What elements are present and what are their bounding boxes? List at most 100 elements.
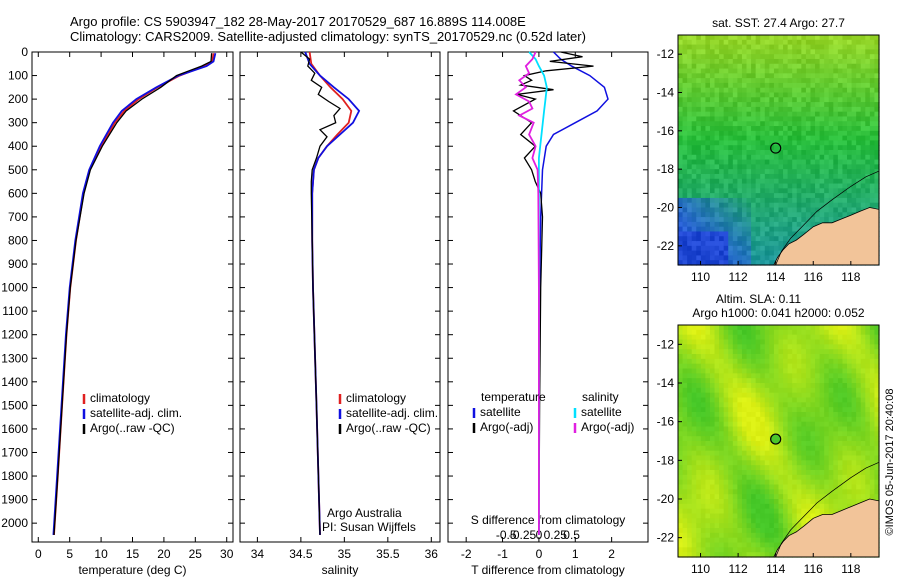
sst-cell: [705, 164, 711, 170]
sla-cell: [783, 460, 789, 466]
sst-cell: [714, 49, 720, 55]
sla-cell: [678, 445, 684, 452]
sst-cell: [847, 111, 853, 118]
sst-cell: [700, 188, 707, 194]
sst-cell: [737, 255, 743, 261]
sst-cell: [746, 49, 752, 55]
sst-cell: [696, 126, 702, 132]
sst-cell: [783, 135, 789, 142]
sla-cell: [723, 499, 729, 505]
sst-cell: [714, 250, 720, 257]
sst-cell: [778, 111, 784, 118]
sla-cell: [732, 470, 738, 476]
sst-cell: [847, 140, 853, 146]
sla-cell: [874, 465, 880, 471]
sst-cell: [714, 102, 720, 108]
x-tick-label: 35: [338, 547, 352, 561]
sst-cell: [746, 130, 752, 137]
sst-cell: [700, 245, 707, 252]
sst-cell: [682, 193, 688, 199]
sst-cell: [714, 44, 720, 50]
sla-cell: [828, 329, 834, 336]
sla-cell: [760, 460, 766, 466]
sst-cell: [787, 193, 793, 199]
sst-cell: [805, 68, 812, 74]
sla-cell: [815, 416, 821, 423]
sst-cell: [842, 207, 848, 213]
sst-cell: [723, 154, 729, 161]
sst-cell: [778, 207, 784, 213]
sla-cell: [709, 363, 716, 370]
sla-cell: [847, 470, 853, 476]
sst-cell: [769, 126, 775, 132]
sla-cell: [865, 436, 871, 442]
sst-cell: [842, 212, 848, 218]
sla-cell: [842, 484, 848, 490]
sla-cell: [792, 334, 798, 341]
sla-cell: [869, 455, 876, 461]
sst-cell: [851, 106, 857, 113]
sla-cell: [746, 542, 752, 548]
sla-cell: [751, 387, 757, 394]
sla-cell: [796, 479, 802, 486]
sla-cell: [773, 339, 780, 345]
sst-cell: [815, 212, 821, 218]
sst-cell: [746, 241, 752, 247]
sla-cell: [714, 484, 720, 490]
sst-cell: [760, 130, 766, 137]
sla-cell: [678, 460, 684, 466]
sla-cell: [709, 465, 716, 471]
sla-cell: [805, 470, 812, 476]
sst-cell: [678, 58, 684, 65]
sst-cell: [760, 35, 766, 41]
sla-cell: [760, 431, 766, 437]
sst-cell: [815, 188, 821, 194]
sla-cell: [737, 465, 743, 471]
sla-cell: [705, 383, 711, 389]
sla-cell: [737, 421, 743, 428]
sst-cell: [810, 78, 816, 84]
sla-cell: [682, 387, 688, 394]
sla-cell: [705, 397, 711, 403]
sla-cell: [709, 383, 716, 389]
sla-cell: [860, 397, 866, 403]
sla-cell: [787, 387, 793, 394]
sla-cell: [746, 416, 752, 423]
sst-cell: [696, 87, 702, 94]
sst-cell: [865, 111, 871, 118]
sst-cell: [819, 169, 825, 175]
sst-cell: [737, 226, 743, 233]
sst-cell: [764, 87, 770, 94]
sla-cell: [824, 499, 830, 505]
sst-cell: [714, 226, 720, 233]
sla-cell: [787, 363, 793, 370]
sla-cell: [787, 416, 793, 423]
sla-cell: [696, 455, 702, 461]
sst-cell: [764, 164, 770, 170]
sst-cell: [728, 221, 734, 228]
sla-cell: [792, 421, 798, 428]
sst-cell: [746, 44, 752, 50]
s-tick-label: 0.5: [563, 528, 580, 542]
sst-cell: [751, 130, 757, 137]
sla-cell: [709, 537, 716, 544]
sst-cell: [874, 102, 880, 108]
sst-cell: [714, 255, 720, 261]
sla-cell: [856, 363, 862, 370]
sst-cell: [773, 44, 780, 50]
sla-cell: [764, 378, 770, 384]
sla-y-tick-label: -12: [657, 337, 675, 351]
sst-cell: [856, 92, 862, 98]
sst-cell: [719, 197, 725, 204]
sst-cell: [796, 87, 802, 94]
sla-cell: [705, 363, 711, 370]
sst-cell: [741, 106, 748, 113]
sla-cell: [751, 450, 757, 457]
sst-cell: [691, 111, 697, 118]
sst-cell: [874, 188, 880, 194]
sla-cell: [691, 474, 697, 481]
sst-cell: [700, 116, 707, 122]
sla-cell: [842, 325, 848, 331]
sla-cell: [746, 499, 752, 505]
sla-cell: [810, 445, 816, 452]
